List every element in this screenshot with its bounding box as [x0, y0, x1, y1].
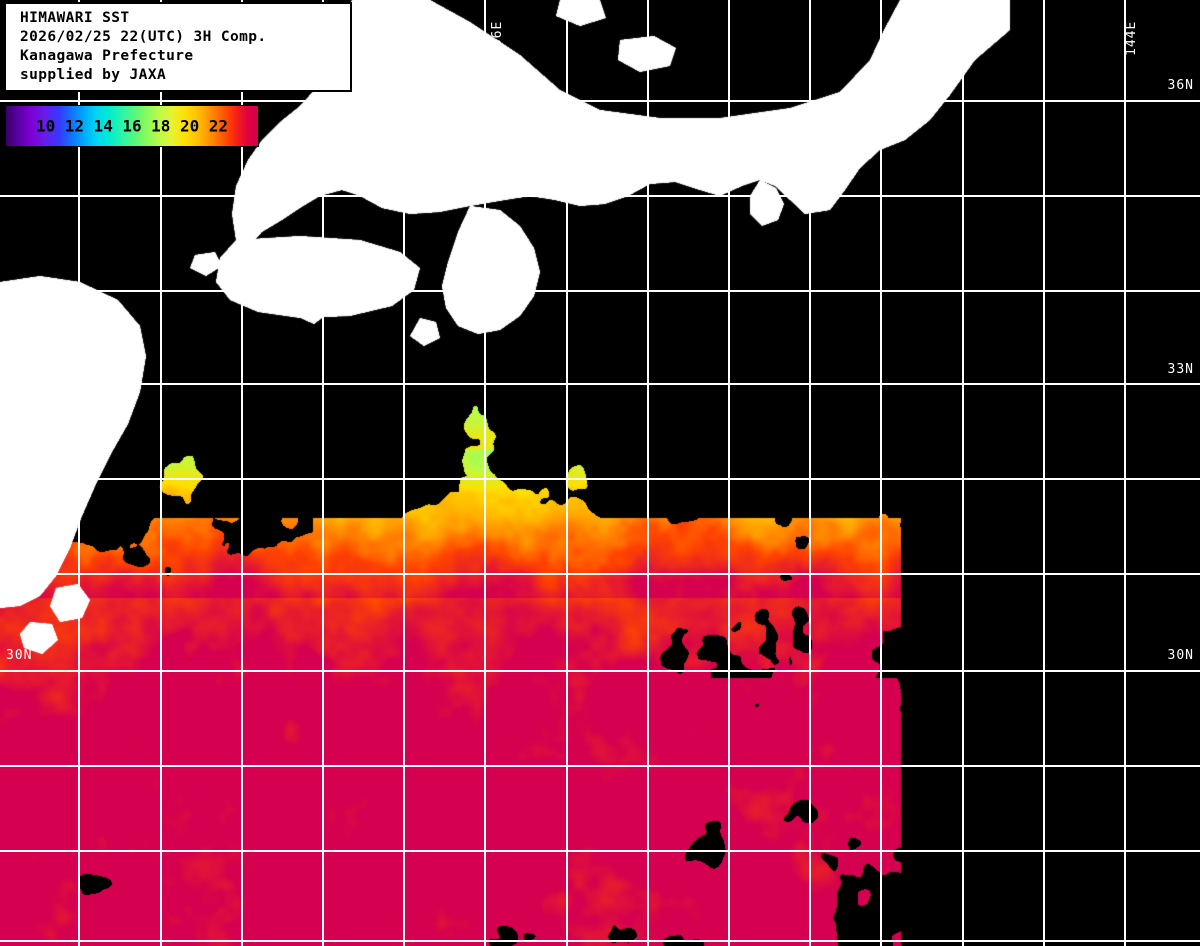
colorbar-tick-20: 20 — [179, 116, 200, 136]
longitude-label-136E: 136E — [490, 20, 505, 56]
colorbar-tick-22: 22 — [208, 116, 229, 136]
colorbar-tick-14: 14 — [93, 116, 113, 136]
title-line-region: Kanagawa Prefecture — [20, 48, 194, 64]
title-line-sensor: HIMAWARI SST — [20, 10, 130, 26]
colorbar-tick-10: 10 — [35, 116, 56, 136]
colorbar-tick-16: 16 — [122, 116, 142, 136]
latitude-label-right-36N: 36N — [1167, 78, 1194, 93]
latitude-label-right-33N: 33N — [1167, 362, 1194, 377]
title-line-credit: supplied by JAXA — [20, 67, 167, 83]
title-card: HIMAWARI SST 2026/02/25 22(UTC) 3H Comp.… — [4, 2, 352, 92]
colorbar-tick-group: 10 12 14 16 18 20 22 — [6, 106, 258, 146]
colorbar-tick-18: 18 — [151, 116, 171, 136]
latitude-label-left-33N: 33N — [6, 362, 33, 377]
longitude-label-144E: 144E — [1124, 20, 1139, 56]
sst-colorbar: 10 12 14 16 18 20 22 — [5, 105, 259, 147]
latitude-label-left-30N: 30N — [6, 648, 33, 663]
colorbar-tick-12: 12 — [64, 116, 85, 136]
title-line-timestamp: 2026/02/25 22(UTC) 3H Comp. — [20, 29, 267, 45]
latitude-label-right-30N: 30N — [1167, 648, 1194, 663]
